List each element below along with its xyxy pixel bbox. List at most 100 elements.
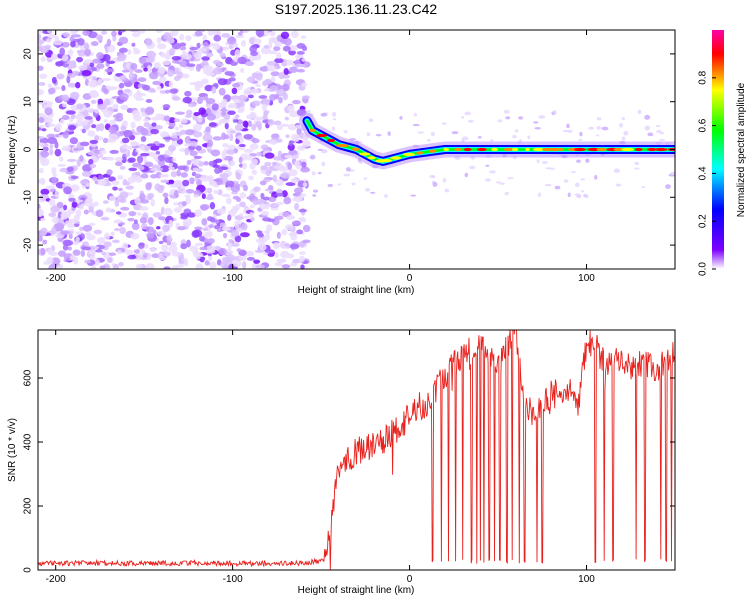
- heatmap-noise-cell: [202, 133, 213, 142]
- heatmap-noise-cell: [189, 150, 198, 157]
- heatmap-noise-cell: [182, 96, 192, 104]
- heatmap-faint-cell: [578, 138, 583, 142]
- heatmap-noise-cell: [51, 167, 57, 175]
- heatmap-faint-cell: [514, 129, 519, 133]
- heatmap-noise-cell: [174, 189, 179, 198]
- heatmap-noise-cell: [234, 223, 240, 230]
- heatmap-noise-cell: [194, 242, 204, 247]
- heatmap-noise-cell: [59, 47, 65, 56]
- heatmap-faint-cell: [576, 159, 581, 163]
- heatmap-noise-cell: [266, 224, 273, 232]
- heatmap-noise-cell: [193, 51, 202, 60]
- heatmap-faint-cell: [596, 126, 602, 130]
- heatmap-noise-cell: [186, 159, 192, 165]
- heatmap-noise-cell: [103, 110, 113, 118]
- heatmap-noise-cell: [136, 155, 144, 164]
- heatmap-noise-cell: [112, 239, 120, 244]
- heatmap-noise-cell: [92, 58, 102, 64]
- heatmap-noise-cell: [62, 130, 70, 139]
- heatmap-noise-cell: [193, 131, 203, 138]
- heatmap-noise-cell: [194, 30, 203, 37]
- heatmap-noise-cell: [273, 242, 280, 250]
- heatmap-noise-cell: [231, 230, 240, 237]
- heatmap-noise-cell: [61, 145, 72, 152]
- heatmap-faint-cell: [489, 170, 496, 174]
- heatmap-noise-cell: [76, 103, 84, 110]
- heatmap-noise-cell: [108, 252, 117, 256]
- heatmap-noise-cell: [276, 258, 286, 264]
- heatmap-noise-cell: [147, 194, 153, 201]
- heatmap-noise-cell: [221, 150, 227, 159]
- heatmap-noise-cell: [280, 172, 291, 179]
- heatmap-noise-cell: [54, 190, 60, 198]
- heatmap-faint-cell: [549, 167, 556, 170]
- heatmap-noise-cell: [260, 165, 269, 171]
- heatmap-noise-cell: [232, 83, 241, 88]
- heatmap-noise-cell: [239, 201, 246, 208]
- heatmap-faint-cell: [426, 138, 431, 142]
- heatmap-noise-cell: [268, 196, 277, 203]
- heatmap-noise-cell: [284, 154, 294, 159]
- heatmap-noise-cell: [278, 96, 283, 104]
- heatmap-noise-cell: [214, 177, 224, 186]
- heatmap-noise-cell: [133, 249, 140, 254]
- heatmap-noise-cell: [213, 224, 221, 230]
- heatmap-noise-cell: [42, 239, 48, 245]
- heatmap-noise-cell: [264, 161, 272, 167]
- heatmap-noise-cell: [61, 115, 70, 121]
- heatmap-noise-cell: [135, 97, 145, 101]
- heatmap-noise-cell: [249, 193, 256, 200]
- heatmap-noise-cell: [130, 232, 140, 240]
- heatmap-noise-cell: [73, 95, 79, 101]
- heatmap-noise-cell: [168, 219, 174, 226]
- heatmap-noise-cell: [145, 226, 155, 233]
- heatmap-faint-cell: [570, 171, 576, 174]
- heatmap-noise-cell: [48, 199, 56, 206]
- heatmap-noise-cell: [249, 107, 255, 111]
- heatmap-noise-cell: [109, 119, 116, 126]
- heatmap-noise-cell: [165, 89, 170, 94]
- heatmap-noise-cell: [282, 83, 289, 91]
- heatmap-noise-cell: [160, 179, 170, 183]
- heatmap-noise-cell: [269, 93, 276, 102]
- heatmap-noise-cell: [239, 232, 250, 238]
- heatmap-noise-cell: [118, 187, 123, 192]
- heatmap-noise-cell: [156, 37, 162, 44]
- heatmap-noise-cell: [40, 247, 46, 256]
- heatmap-noise-cell: [286, 215, 295, 220]
- heatmap-noise-cell: [120, 206, 130, 211]
- heatmap-noise-cell: [38, 39, 45, 45]
- heatmap-noise-cell: [249, 45, 257, 53]
- heatmap-noise-cell: [244, 250, 255, 257]
- heatmap-noise-cell: [159, 174, 169, 178]
- x-tick-label: -100: [223, 574, 243, 585]
- heatmap-faint-cell: [490, 139, 494, 142]
- heatmap-noise-cell: [181, 53, 192, 60]
- heatmap-noise-cell: [144, 161, 154, 168]
- heatmap-noise-cell: [126, 249, 134, 257]
- heatmap-noise-cell: [260, 144, 269, 150]
- heatmap-noise-cell: [39, 177, 46, 185]
- heatmap-noise-cell: [296, 68, 306, 73]
- heatmap-noise-cell: [163, 266, 171, 269]
- heatmap-noise-cell: [264, 152, 275, 159]
- heatmap-noise-cell: [102, 200, 109, 204]
- heatmap-faint-cell: [567, 129, 573, 133]
- heatmap-noise-cell: [140, 199, 150, 204]
- heatmap-noise-cell: [134, 177, 143, 183]
- heatmap-noise-cell: [179, 33, 185, 41]
- heatmap-noise-cell: [280, 250, 290, 259]
- heatmap-noise-cell: [101, 251, 106, 256]
- heatmap-noise-cell: [89, 266, 95, 269]
- heatmap-noise-cell: [113, 227, 121, 232]
- heatmap-noise-cell: [288, 49, 296, 56]
- heatmap-noise-cell: [274, 41, 282, 47]
- heatmap-noise-cell: [185, 196, 191, 205]
- heatmap-noise-cell: [69, 254, 76, 261]
- heatmap-noise-cell: [217, 78, 228, 86]
- heatmap-noise-cell: [243, 88, 250, 96]
- heatmap-noise-cell: [184, 90, 192, 97]
- heatmap-noise-cell: [69, 194, 75, 198]
- heatmap-noise-cell: [106, 169, 113, 176]
- heatmap-faint-cell: [366, 132, 371, 137]
